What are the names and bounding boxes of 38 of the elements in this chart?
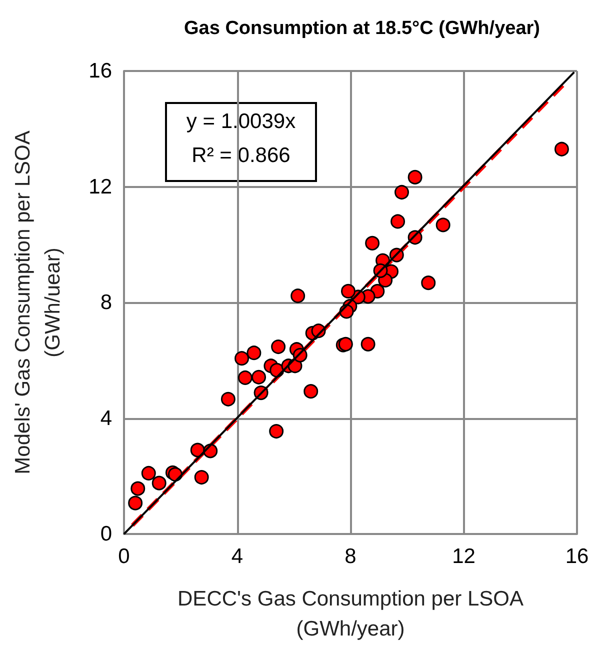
x-tick-label: 12 xyxy=(452,545,476,568)
y-tick-label: 8 xyxy=(100,291,112,314)
y-tick-label: 4 xyxy=(100,406,112,430)
point xyxy=(341,284,356,298)
chart-title: Gas Consumption at 18.5°C (GWh/year) xyxy=(184,18,540,39)
point xyxy=(128,496,143,510)
x-tick-label: 4 xyxy=(231,545,244,568)
y-tick-label: 12 xyxy=(88,175,112,198)
point xyxy=(220,392,236,406)
point xyxy=(152,476,166,490)
y-axis-title: Models' Gas Consumption per LSOA (GWh/uear) xyxy=(12,130,64,474)
point xyxy=(365,236,380,250)
x-tick-label: 0 xyxy=(118,545,130,568)
x-axis-title: DECC's Gas Consumption per LSOA (GWh/year) xyxy=(178,588,524,640)
point xyxy=(436,218,450,232)
annotation: y = 1.0039x xyxy=(186,110,296,133)
point xyxy=(394,185,409,200)
y-tick-label: 0 xyxy=(100,522,112,546)
point xyxy=(554,142,569,156)
point xyxy=(290,288,306,304)
x-tick-label: 8 xyxy=(344,545,356,568)
y-tick-label: 16 xyxy=(88,60,112,82)
point xyxy=(269,424,284,439)
x-tick-label: 16 xyxy=(565,545,589,568)
annotation: R² = 0.866 xyxy=(192,144,290,167)
point xyxy=(360,336,376,352)
point xyxy=(141,466,156,480)
point xyxy=(408,170,422,184)
point xyxy=(130,481,146,496)
point xyxy=(194,470,209,485)
point xyxy=(421,276,436,290)
point xyxy=(304,384,318,399)
point xyxy=(246,346,262,360)
point xyxy=(271,340,286,354)
point xyxy=(390,214,406,229)
point xyxy=(234,351,250,366)
point xyxy=(238,370,252,385)
point xyxy=(252,370,266,384)
